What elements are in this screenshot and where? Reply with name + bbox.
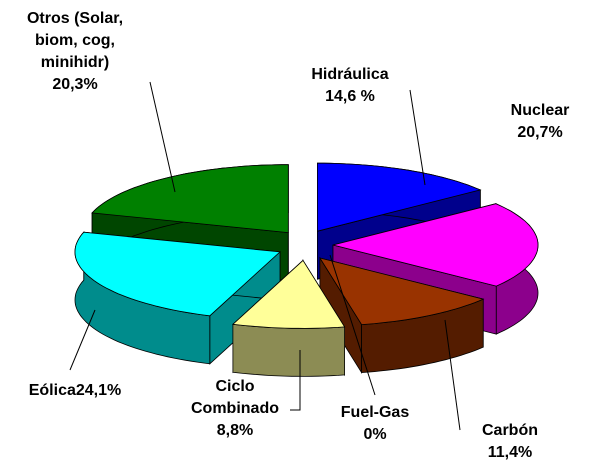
value-label: 20,3% [52, 76, 98, 93]
slices [74, 162, 539, 377]
label: Nuclear 20,7% [490, 100, 589, 144]
slice [316, 162, 482, 232]
leader-line [69, 309, 96, 371]
leader-line [409, 89, 426, 186]
leader-line [329, 254, 376, 396]
value-label: 0% [363, 426, 387, 443]
label: Otros (Solar, biom, cog, minihidr) 20,3% [5, 8, 145, 96]
leaders [69, 81, 461, 431]
slice [231, 259, 346, 329]
label: Ciclo Combinado 8,8% [185, 376, 285, 442]
leader-line [290, 350, 301, 411]
slice [74, 231, 281, 317]
value-label: 11,4% [487, 444, 533, 461]
slice [319, 257, 485, 326]
value-label: 20,7% [517, 124, 563, 141]
slice [91, 164, 289, 234]
category-label: Ciclo Combinado [191, 378, 279, 417]
category-label: Carbón [482, 422, 538, 439]
value-label: 8,8% [216, 422, 254, 439]
category-label: Nuclear [510, 102, 570, 119]
label: Eólica24,1% [5, 380, 145, 402]
label: Carbón 11,4% [460, 420, 560, 464]
category-label: Otros (Solar, biom, cog, minihidr) [26, 10, 124, 71]
category-label: Hidráulica [311, 66, 389, 83]
label: Fuel-Gas 0% [325, 402, 425, 446]
category-label: Fuel-Gas [340, 404, 410, 421]
value-label: 24,1% [75, 382, 122, 399]
value-label: 14,6 % [325, 88, 375, 105]
category-label: Eólica [28, 382, 76, 399]
label: Hidráulica 14,6 % [290, 64, 410, 108]
slice [332, 203, 539, 287]
leader-line [149, 81, 176, 193]
slice-wall [232, 323, 346, 377]
leader-line [444, 319, 461, 431]
